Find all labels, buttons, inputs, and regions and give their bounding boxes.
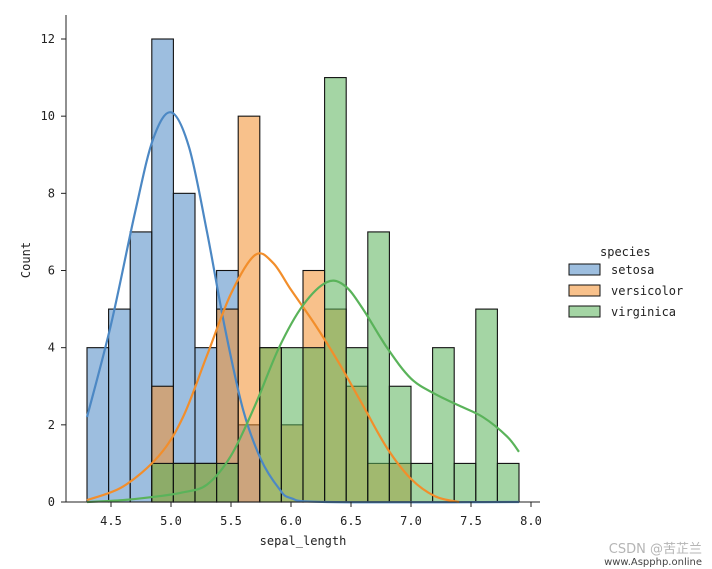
bar-virginica bbox=[432, 347, 455, 503]
y-tick-label: 4 bbox=[48, 341, 55, 355]
histogram-bars bbox=[86, 38, 520, 503]
x-tick-label: 8.0 bbox=[520, 514, 542, 528]
legend-label-virginica: virginica bbox=[611, 305, 676, 319]
x-axis-label: sepal_length bbox=[260, 534, 347, 548]
x-tick-label: 5.5 bbox=[220, 514, 242, 528]
y-tick-label: 6 bbox=[48, 264, 55, 278]
kde-line-setosa bbox=[85, 111, 520, 504]
bar-virginica bbox=[345, 347, 369, 503]
legend-swatch-setosa bbox=[568, 263, 601, 276]
bar-virginica bbox=[367, 231, 390, 503]
kde-line-virginica bbox=[86, 279, 520, 504]
x-tick-label: 4.5 bbox=[100, 514, 122, 528]
x-tick-label: 5.0 bbox=[160, 514, 182, 528]
y-tick-label: 8 bbox=[48, 186, 55, 200]
y-tick-label: 2 bbox=[48, 418, 55, 432]
bar-virginica bbox=[453, 462, 477, 503]
legend: species setosa versicolor virginica bbox=[568, 245, 683, 319]
bar-virginica bbox=[172, 462, 196, 503]
bar-virginica bbox=[216, 462, 239, 503]
bar-virginica bbox=[259, 347, 282, 503]
bar-virginica bbox=[194, 462, 218, 503]
legend-label-versicolor: versicolor bbox=[611, 284, 683, 298]
y-axis-label: Count bbox=[19, 242, 33, 278]
bar-virginica bbox=[496, 462, 520, 503]
kde-curves bbox=[85, 111, 520, 504]
bar-setosa bbox=[129, 231, 153, 503]
watermark-csdn: CSDN @苦芷兰 bbox=[608, 542, 702, 557]
y-tick-label: 0 bbox=[48, 495, 55, 509]
bar-virginica bbox=[324, 77, 347, 503]
x-tick-label: 7.0 bbox=[400, 514, 422, 528]
y-tick-label: 10 bbox=[41, 109, 55, 123]
x-tick-label: 6.5 bbox=[340, 514, 362, 528]
kde-line-versicolor bbox=[86, 252, 460, 504]
bar-setosa bbox=[172, 192, 196, 503]
legend-title: species bbox=[600, 245, 651, 259]
bar-virginica bbox=[302, 347, 326, 503]
axes: 0 2 4 6 8 10 12 4.5 5.0 5.5 6.0 6.5 7.0 7.5 8.0 bbox=[41, 15, 542, 528]
x-tick-label: 7.5 bbox=[460, 514, 482, 528]
legend-swatch-versicolor bbox=[568, 284, 601, 297]
bar-setosa bbox=[108, 308, 131, 503]
bar-setosa bbox=[86, 347, 110, 503]
legend-swatch-virginica bbox=[568, 305, 601, 318]
x-tick-label: 6.0 bbox=[280, 514, 302, 528]
bar-virginica bbox=[475, 308, 498, 503]
bar-virginica bbox=[388, 385, 412, 503]
y-tick-label: 12 bbox=[41, 32, 55, 46]
bars-virginica bbox=[151, 77, 520, 503]
watermark-site: www.Aspphp.online bbox=[604, 557, 702, 568]
bar-virginica bbox=[280, 347, 304, 503]
bar-versicolor bbox=[237, 115, 261, 503]
legend-label-setosa: setosa bbox=[611, 263, 654, 277]
